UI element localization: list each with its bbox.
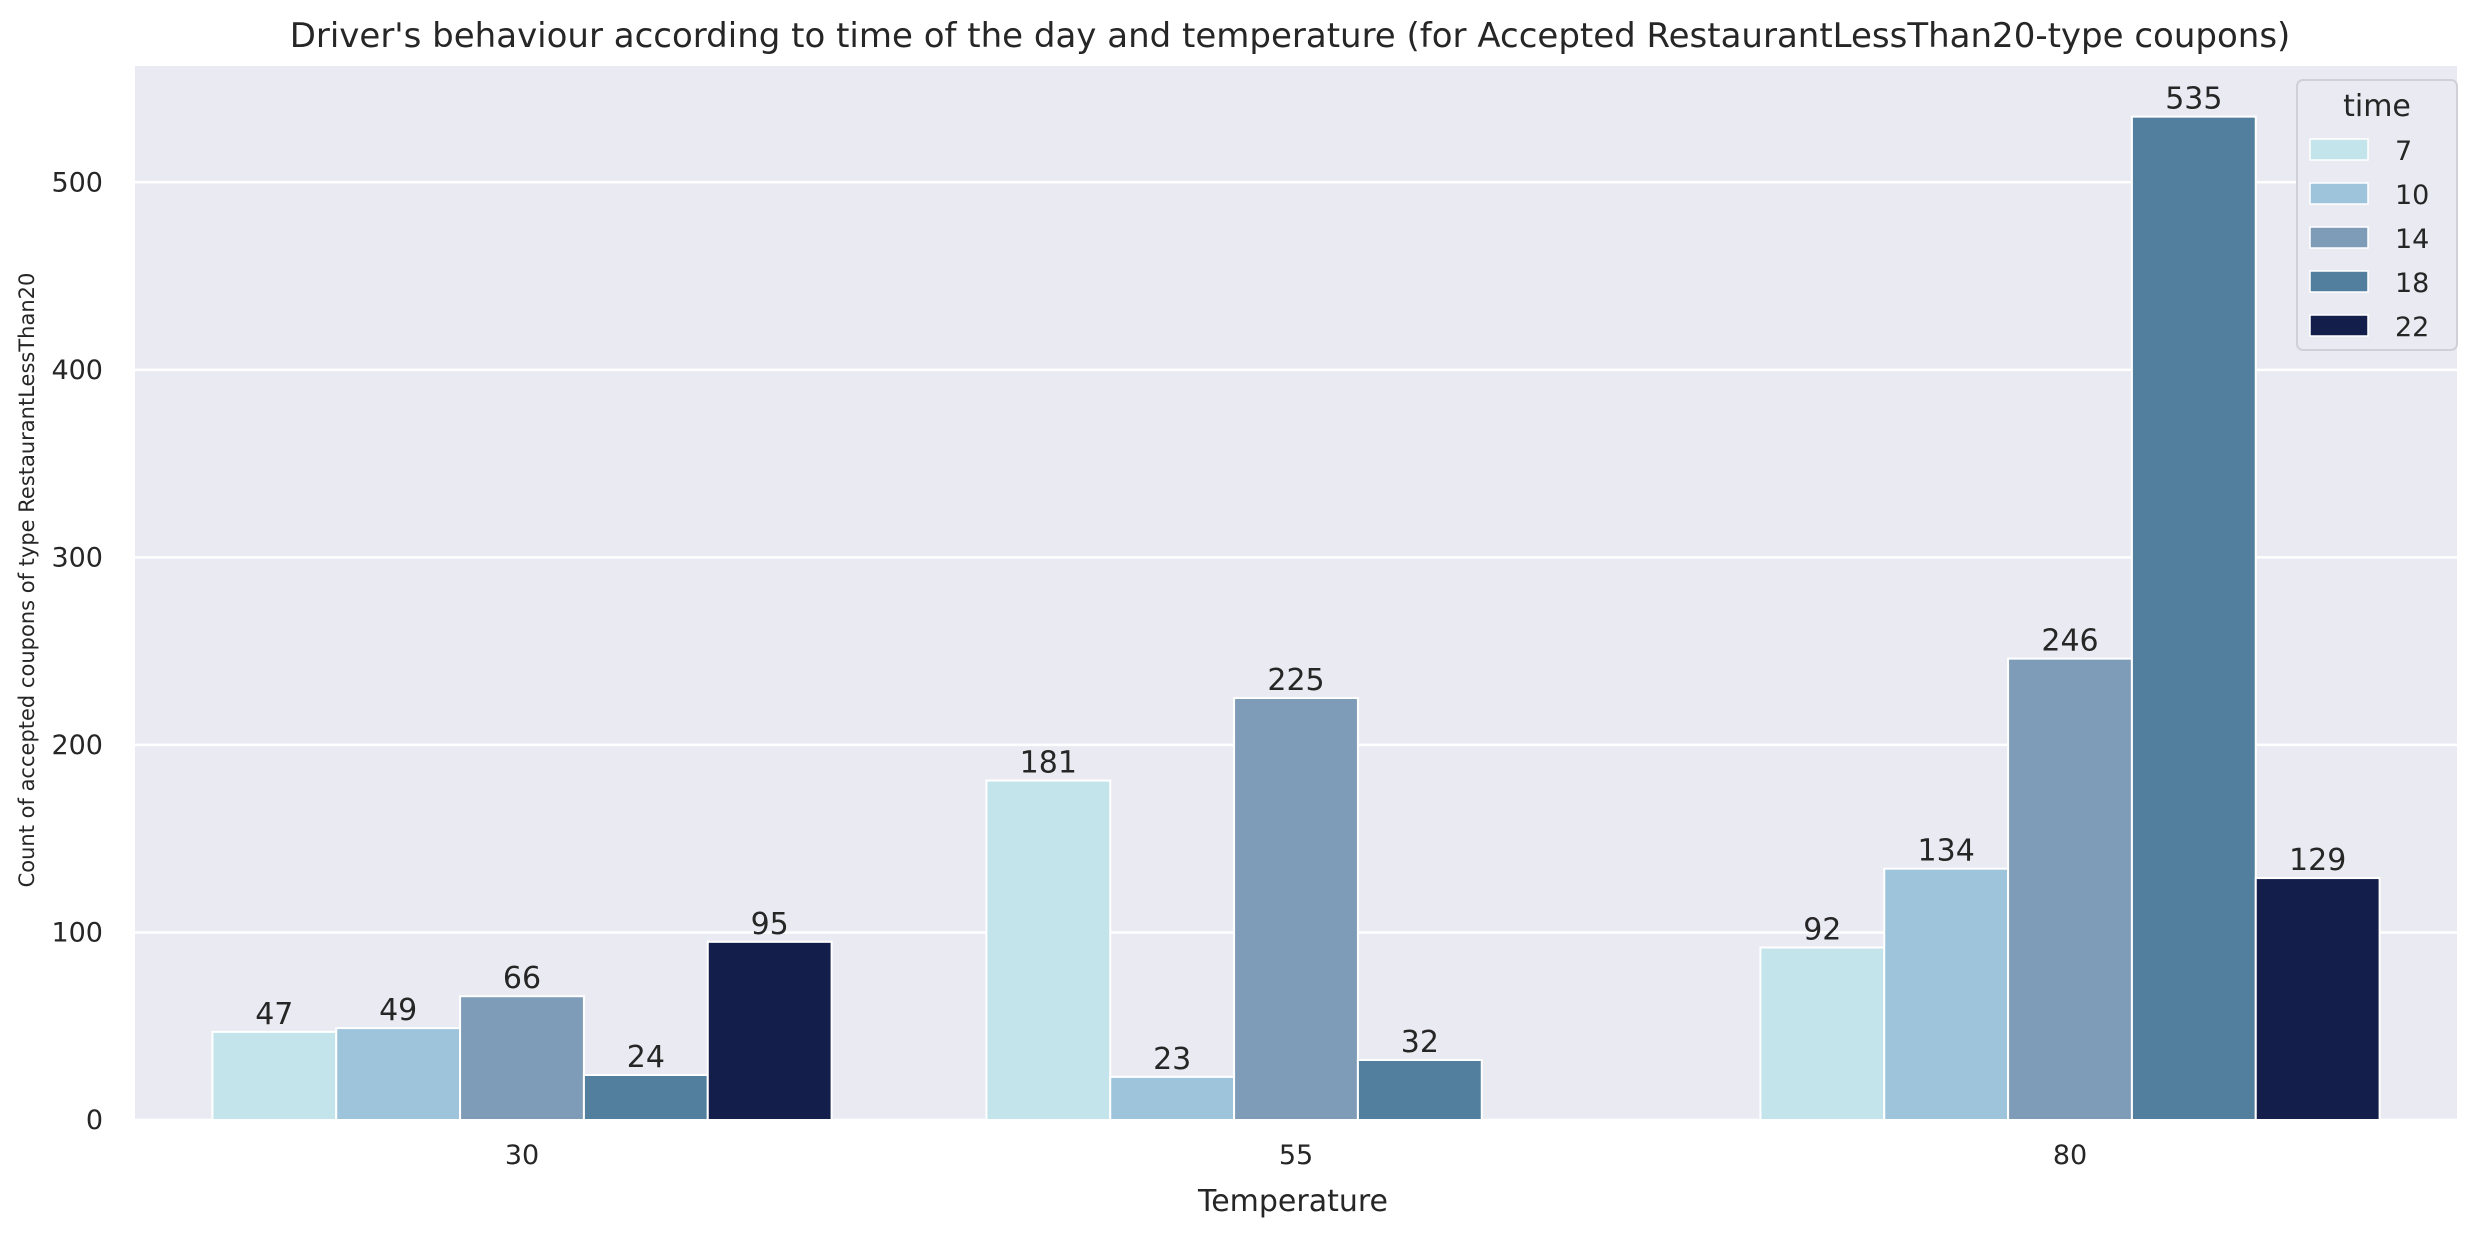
bar (706, 940, 833, 1122)
y-tick-label: 100 (51, 917, 103, 948)
y-tick-label: 300 (51, 542, 103, 573)
bar-value-label: 95 (751, 907, 789, 942)
y-tick-label: 200 (51, 730, 103, 761)
legend: time 7 10 14 18 22 (2296, 79, 2458, 351)
legend-title: time (2343, 89, 2411, 124)
bar-value-label: 181 (1020, 746, 1077, 781)
bar (2007, 657, 2133, 1121)
y-tick-label: 0 (86, 1105, 103, 1136)
legend-label: 14 (2395, 224, 2429, 255)
bar-value-label: 129 (2289, 843, 2346, 878)
bar (582, 1073, 709, 1122)
legend-items: 7 10 14 18 22 (2309, 136, 2429, 343)
legend-label: 22 (2395, 312, 2429, 343)
bar (2254, 877, 2381, 1122)
x-tick-label: 55 (1279, 1140, 1313, 1171)
y-axis-label: Count of accepted coupons of type Restau… (15, 273, 39, 888)
bar-value-label: 47 (255, 997, 293, 1032)
legend-label: 18 (2395, 268, 2429, 299)
bar (2130, 115, 2257, 1121)
bar (459, 995, 585, 1121)
legend-swatch (2309, 270, 2369, 293)
legend-label: 7 (2395, 136, 2412, 167)
bar-value-label: 23 (1153, 1042, 1191, 1077)
bar (335, 1027, 462, 1121)
data-labels: 47 49 66 24 95 181 23 225 32 92 134 246 535 129 (255, 82, 2346, 1077)
bar-value-label: 49 (379, 993, 417, 1028)
bar (1356, 1058, 1483, 1121)
bar (1233, 697, 1359, 1121)
x-tick-label: 30 (505, 1140, 539, 1171)
bar (1109, 1075, 1236, 1121)
bar (1759, 946, 1886, 1121)
y-tick-label: 500 (51, 167, 103, 198)
bar (1883, 867, 2010, 1121)
legend-swatch (2309, 138, 2369, 161)
legend-label: 10 (2395, 180, 2429, 211)
bar (985, 779, 1112, 1121)
legend-swatch (2309, 226, 2369, 249)
bar-value-label: 535 (2165, 82, 2222, 117)
x-tick-label: 80 (2053, 1140, 2087, 1171)
x-axis-label: Temperature (1197, 1184, 1388, 1219)
legend-swatch (2309, 182, 2369, 205)
bar-value-label: 66 (503, 961, 541, 996)
bar-value-label: 32 (1401, 1025, 1439, 1060)
tick-labels: 0 100 200 300 400 500 30 55 80 (51, 167, 2087, 1171)
legend-swatch (2309, 314, 2369, 337)
bar-value-label: 246 (2041, 624, 2098, 659)
bars (211, 115, 2381, 1122)
bar-value-label: 225 (1267, 663, 1324, 698)
bar (211, 1030, 338, 1122)
bar-value-label: 134 (1918, 834, 1975, 869)
y-tick-label: 400 (51, 355, 103, 386)
chart-title: Driver's behaviour according to time of … (290, 16, 2291, 56)
bar-value-label: 24 (627, 1040, 665, 1075)
bar-value-label: 92 (1803, 912, 1841, 947)
